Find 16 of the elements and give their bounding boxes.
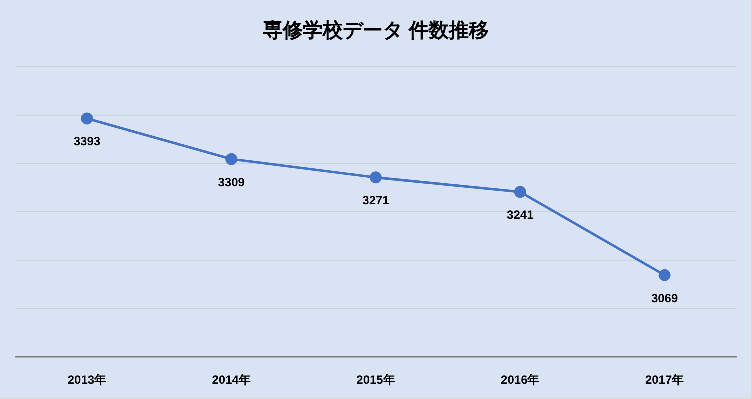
point [81,112,94,125]
data-label: 3393 [74,134,101,149]
point [226,153,238,166]
point [658,269,671,282]
data-label: 3069 [651,291,678,306]
x-tick-label: 2016年 [501,373,540,387]
point [370,172,382,184]
x-tick-label: 2013年 [68,373,107,387]
data-label: 3271 [362,194,390,208]
x-tick-label: 2017年 [645,373,684,387]
point [514,186,526,198]
data-label: 3309 [218,175,246,190]
x-tick-label: 2014年 [212,373,251,387]
chart-title: 専修学校データ 件数推移 [262,19,489,42]
x-tick-label: 2015年 [356,373,396,387]
data-label: 3241 [507,208,534,222]
